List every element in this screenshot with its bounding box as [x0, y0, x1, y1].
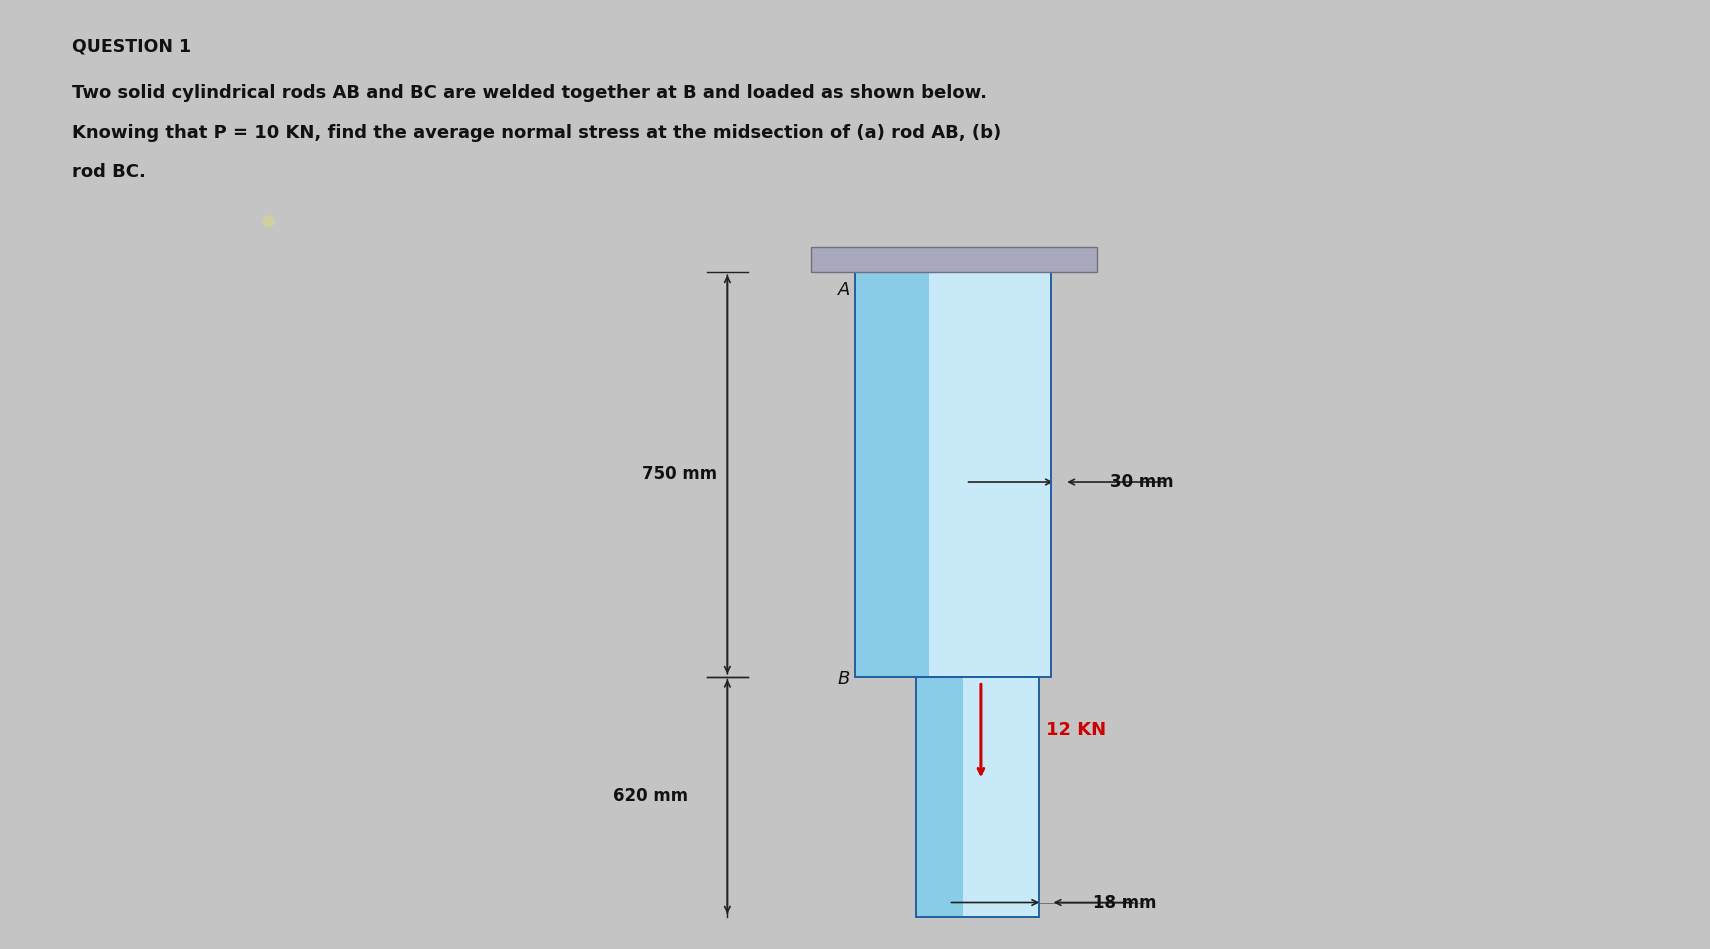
- Bar: [929, 272, 1050, 677]
- Text: A: A: [838, 281, 850, 299]
- Bar: [855, 272, 929, 677]
- Text: 750 mm: 750 mm: [643, 466, 718, 483]
- Text: QUESTION 1: QUESTION 1: [72, 37, 192, 55]
- Text: Two solid cylindrical rods AB and BC are welded together at B and loaded as show: Two solid cylindrical rods AB and BC are…: [72, 84, 987, 102]
- Bar: [963, 677, 1038, 917]
- Text: 12 KN: 12 KN: [1045, 721, 1106, 739]
- Text: B: B: [838, 670, 850, 688]
- Bar: [917, 677, 963, 917]
- Bar: [855, 272, 1050, 677]
- Text: 18 mm: 18 mm: [1093, 894, 1156, 911]
- Text: Knowing that P = 10 KN, find the average normal stress at the midsection of (a) : Knowing that P = 10 KN, find the average…: [72, 123, 1002, 141]
- Bar: [811, 247, 1096, 272]
- Text: rod BC.: rod BC.: [72, 163, 145, 181]
- Bar: [917, 677, 1038, 917]
- Text: 30 mm: 30 mm: [1110, 473, 1173, 491]
- Text: 620 mm: 620 mm: [614, 788, 689, 805]
